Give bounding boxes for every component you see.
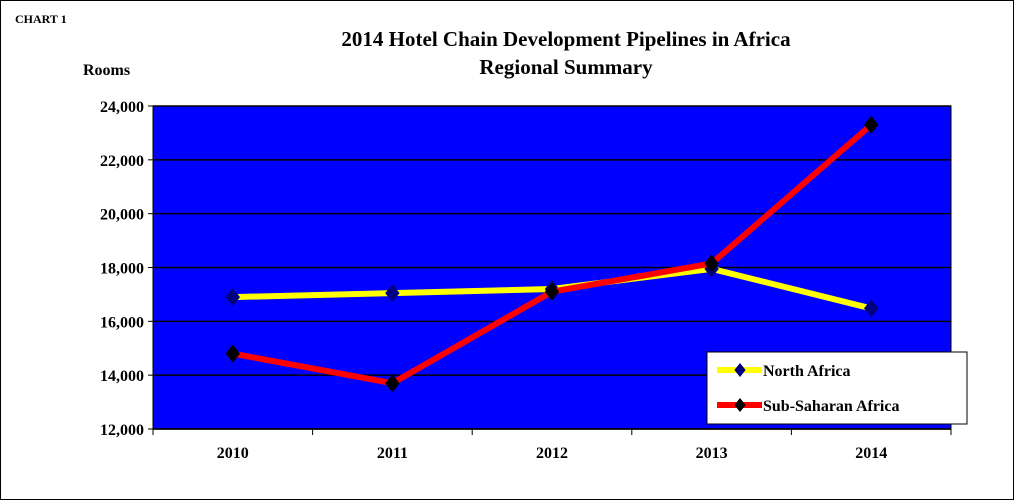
legend-marker: [734, 398, 746, 412]
x-tick-label: 2014: [855, 445, 887, 462]
data-point: [544, 282, 560, 301]
y-axis-label: Rooms: [83, 62, 131, 79]
y-tick-label: 14,000: [100, 368, 144, 385]
data-point: [385, 374, 400, 393]
subtitle-line: Regional Summary: [479, 55, 653, 79]
legend-label: Sub-Saharan Africa: [763, 398, 899, 415]
data-point: [385, 284, 400, 303]
y-tick-label: 16,000: [100, 314, 144, 331]
x-tick-label: 2010: [217, 445, 249, 462]
data-point: [864, 299, 879, 318]
x-tick-label: 2012: [536, 445, 568, 462]
chart-title: 2014 Hotel Chain Development Pipelines i…: [201, 25, 931, 81]
data-point: [225, 288, 240, 307]
y-tick-label: 18,000: [100, 261, 144, 278]
legend-marker: [734, 363, 746, 377]
data-point: [704, 254, 719, 273]
title-line: 2014 Hotel Chain Development Pipelines i…: [341, 27, 791, 51]
legend: [706, 351, 968, 425]
y-tick-label: 12,000: [100, 422, 144, 439]
y-tick-label: 20,000: [100, 207, 144, 224]
x-tick-label: 2011: [377, 445, 408, 462]
data-point: [864, 115, 879, 134]
legend-label: North Africa: [763, 363, 851, 380]
data-point: [225, 344, 240, 363]
y-tick-label: 22,000: [100, 153, 144, 170]
y-tick-label: 24,000: [100, 99, 144, 116]
chart-tag: CHART 1: [15, 12, 67, 26]
x-tick-label: 2013: [696, 445, 728, 462]
